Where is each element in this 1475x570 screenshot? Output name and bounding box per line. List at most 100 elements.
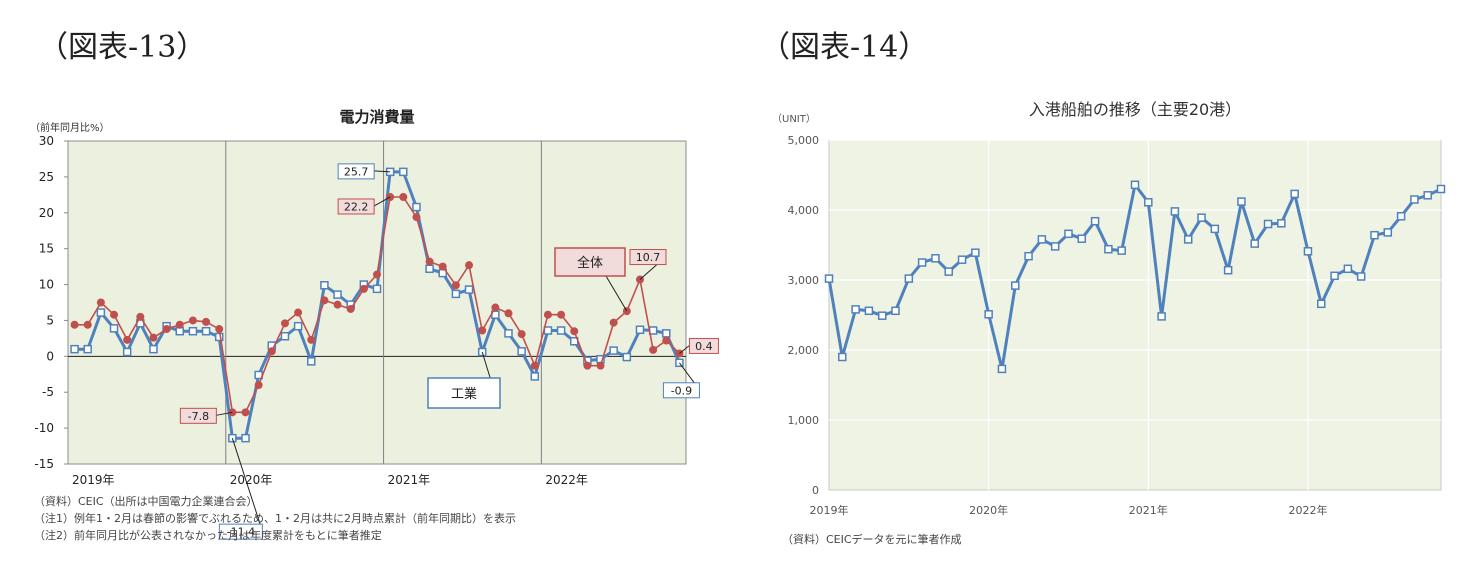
right-point [984, 310, 993, 319]
left-point-industry [109, 324, 119, 333]
right-point [1144, 198, 1153, 207]
left-y-tick-label: 0 [46, 349, 54, 363]
right-point [1090, 216, 1100, 226]
right-point [824, 274, 834, 283]
left-annotation-leader [679, 345, 690, 354]
left-annotation-box [662, 382, 700, 399]
right-point [1370, 230, 1379, 240]
left-point-total [96, 298, 105, 307]
left-point-total [491, 303, 500, 312]
right-chart-title: 入港船舶の推移（主要20港） [1029, 100, 1241, 119]
right-point [838, 352, 847, 362]
left-point-total [280, 319, 289, 328]
right-point [1343, 264, 1353, 274]
left-point-total [346, 304, 355, 313]
right-point [1104, 244, 1113, 254]
right-point [1436, 184, 1446, 194]
left-point-total [215, 325, 224, 334]
right-y-tick-label: 4,000 [788, 204, 820, 217]
right-x-tick-label: 2020年 [969, 503, 1008, 517]
right-point [891, 306, 900, 316]
right-point [1037, 235, 1047, 244]
left-series-callout-box-industry [427, 377, 501, 409]
left-point-total [175, 320, 184, 329]
right-point [1237, 197, 1246, 206]
left-y-tick-label: 15 [39, 242, 54, 256]
right-y-axis-label: （UNIT） [772, 113, 816, 125]
left-plot-area [67, 140, 687, 465]
left-y-tick-label: 10 [39, 278, 54, 292]
left-point-total [583, 361, 592, 370]
right-point [1223, 265, 1233, 275]
left-point-industry [464, 285, 474, 294]
right-point [1130, 180, 1140, 190]
right-point [944, 267, 953, 276]
left-point-total [478, 326, 487, 335]
left-annotation-leader [216, 411, 233, 416]
left-point-industry [188, 326, 198, 336]
left-y-tick-label: -10 [34, 421, 54, 435]
left-y-tick-label: -5 [42, 385, 54, 399]
left-point-total [530, 361, 539, 370]
left-annotation-leader [231, 438, 263, 532]
right-x-tick-label: 2022年 [1288, 503, 1327, 517]
left-annotation-label: 25.7 [344, 165, 369, 178]
right-point [1024, 251, 1033, 261]
left-point-total [333, 300, 342, 309]
left-point-total [307, 335, 316, 344]
right-point [1117, 246, 1126, 255]
left-point-total [596, 361, 605, 370]
left-point-total [399, 192, 408, 201]
left-point-industry [412, 202, 421, 212]
left-point-industry [175, 326, 185, 336]
right-point [1396, 212, 1406, 221]
left-note-1: （注1）例年1・2月は春節の影響でぶれるため、1・2月は共に2月時点累計（前年同… [34, 512, 516, 525]
left-point-industry [70, 344, 79, 354]
left-annotation-label: 0.4 [695, 340, 713, 353]
left-point-industry [83, 344, 92, 354]
left-series-callout-leader [605, 275, 628, 312]
left-point-industry [609, 346, 618, 355]
right-point [877, 311, 887, 320]
right-point [1050, 242, 1060, 251]
left-point-industry [241, 433, 250, 443]
left-point-total [110, 310, 119, 319]
left-y-tick-label: 20 [39, 206, 54, 220]
left-point-industry [320, 281, 329, 290]
left-annotation-label: 22.2 [344, 200, 369, 213]
left-point-total [188, 316, 197, 325]
right-point [1077, 234, 1087, 243]
right-point [1263, 219, 1273, 229]
left-y-axis-label: （前年同月比%） [30, 121, 110, 134]
left-point-total [359, 284, 368, 293]
left-point-industry [635, 325, 645, 335]
left-point-total [149, 333, 158, 342]
left-point-industry [333, 290, 342, 299]
left-point-industry [307, 357, 316, 366]
left-point-industry [372, 284, 382, 294]
left-point-industry [556, 326, 566, 335]
left-point-total [662, 336, 671, 345]
left-x-tick-label: 2021年 [388, 473, 431, 487]
left-series-callout-leader [481, 351, 491, 379]
left-x-tick-label: 2019年 [72, 473, 115, 487]
left-y-tick-label: 5 [46, 313, 54, 327]
left-point-total [557, 310, 566, 319]
left-point-total [543, 310, 552, 319]
left-annotation-box [179, 407, 217, 424]
right-point [864, 306, 874, 316]
left-point-industry [530, 372, 540, 381]
right-plot-area [828, 139, 1442, 491]
left-point-total [320, 296, 329, 305]
right-point [1183, 235, 1193, 244]
left-annotation-label: 10.7 [636, 251, 661, 264]
left-annotation-label: -0.9 [671, 384, 692, 397]
right-point [1064, 229, 1073, 239]
right-point [931, 254, 940, 263]
right-x-tick-label: 2019年 [810, 503, 849, 517]
left-point-total [70, 320, 79, 329]
left-annotation-box [218, 523, 263, 540]
left-point-total [425, 257, 434, 266]
right-point [1410, 195, 1419, 204]
